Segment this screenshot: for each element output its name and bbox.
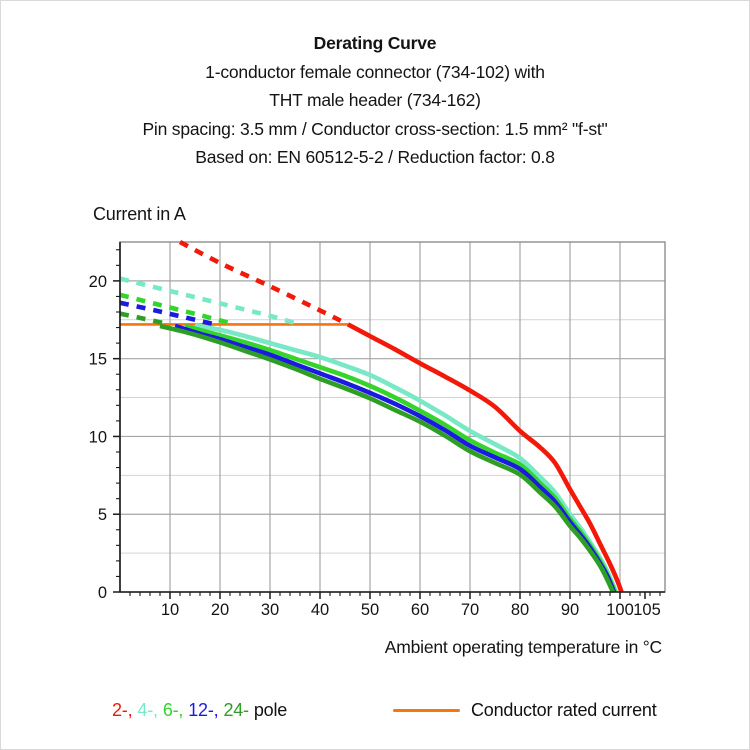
legend-rated-current: Conductor rated current	[393, 700, 657, 721]
curve-2-pole-dashed	[178, 239, 350, 327]
chart-header: Derating Curve 1-conductor female connec…	[0, 29, 750, 172]
x-tick-label-40: 40	[311, 601, 329, 619]
x-tick-label-90: 90	[561, 601, 579, 619]
x-tick-label-80: 80	[511, 601, 529, 619]
legend-poles: 2-, 4-, 6-, 12-, 24- pole	[112, 700, 287, 721]
curve-4-pole-dashed	[119, 276, 301, 327]
y-tick-label-0: 0	[98, 584, 107, 602]
curve-24-pole-solid	[159, 323, 616, 593]
legend-pole-6: 6-,	[162, 700, 184, 720]
x-tick-label-30: 30	[261, 601, 279, 619]
curve-6-pole-dashed	[119, 292, 236, 327]
chart-subtitle-line: THT male header (734-162)	[269, 90, 481, 111]
chart-subtitle-line: 1-conductor female connector (734-102) w…	[205, 61, 545, 82]
y-tick-label-20: 20	[89, 273, 107, 291]
legend-pole-suffix: pole	[253, 700, 288, 720]
curve-12-pole-solid	[174, 323, 617, 593]
x-tick-label-70: 70	[461, 601, 479, 619]
curve-24-pole-dashed	[119, 311, 171, 327]
legend-pole-12: 12-,	[188, 700, 219, 720]
legend-rated-label: Conductor rated current	[471, 700, 657, 720]
x-tick-label-60: 60	[411, 601, 429, 619]
legend-pole-4: 4-,	[137, 700, 158, 720]
y-tick-label-10: 10	[89, 428, 107, 446]
legend-pole-2: 2-,	[112, 700, 133, 720]
y-axis-title: Current in A	[93, 204, 186, 224]
y-tick-label-15: 15	[89, 351, 107, 369]
chart-subtitle-line: Pin spacing: 3.5 mm / Conductor cross-se…	[142, 118, 608, 139]
curve-12-pole-dashed	[119, 300, 216, 327]
chart-subtitle-line: Based on: EN 60512-5-2 / Reduction facto…	[195, 147, 555, 168]
y-tick-label-5: 5	[98, 506, 107, 524]
curve-2-pole-solid	[346, 322, 624, 593]
legend-pole-24: 24-	[223, 700, 249, 720]
chart-title: Derating Curve	[313, 33, 437, 53]
x-tick-label-10: 10	[161, 601, 179, 619]
x-tick-label-100: 100	[606, 601, 634, 619]
x-tick-label-105: 105	[633, 601, 661, 619]
x-tick-label-20: 20	[211, 601, 229, 619]
x-tick-label-50: 50	[361, 601, 379, 619]
rated-current-line-swatch	[393, 709, 460, 712]
x-axis-title: Ambient operating temperature in °C	[384, 637, 662, 657]
